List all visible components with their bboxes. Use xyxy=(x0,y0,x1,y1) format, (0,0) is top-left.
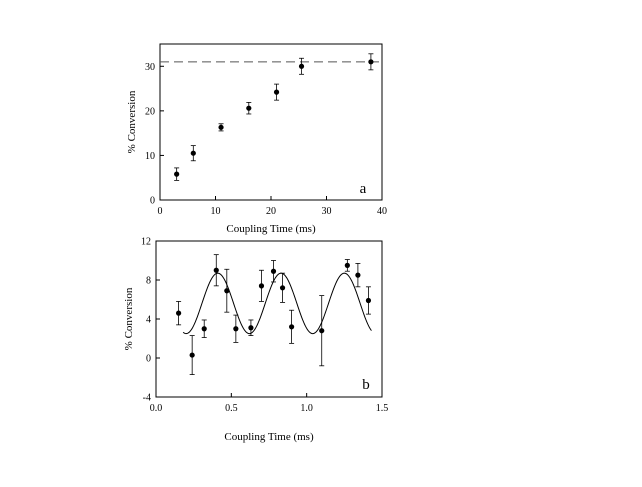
panel-b-ticks: 0.0 0.5 1.0 1.5 -4 0 4 8 12 xyxy=(141,237,388,415)
panel-b: 0.0 0.5 1.0 1.5 -4 0 4 8 12 Coupling Time (ms) %… xyxy=(123,237,388,444)
data-point xyxy=(190,150,196,156)
data-point xyxy=(279,285,286,291)
data-point xyxy=(213,267,219,273)
data-point xyxy=(174,171,180,177)
data-point xyxy=(201,326,207,332)
data-point xyxy=(368,59,374,65)
y-tick-label: 10 xyxy=(145,151,155,162)
y-tick-label: 0 xyxy=(150,196,155,207)
y-tick-label: 0 xyxy=(146,354,151,365)
y-tick-label: 8 xyxy=(146,276,151,287)
panel-a-error-bars xyxy=(174,53,374,181)
x-tick-label: 0.0 xyxy=(150,403,163,414)
data-point xyxy=(176,310,182,316)
panel-b-y-axis-label: % Conversion xyxy=(123,287,135,350)
panel-a-y-axis-label: % Conversion xyxy=(126,90,138,153)
data-point xyxy=(246,105,252,111)
y-tick-label: 30 xyxy=(145,62,155,73)
data-point xyxy=(365,297,372,304)
data-point xyxy=(270,268,277,274)
panel-a-x-axis-label: Coupling Time (ms) xyxy=(226,223,316,235)
x-tick-label: 1.5 xyxy=(376,403,389,414)
panel-a-frame xyxy=(159,43,383,201)
panel-a-ticks: 0 10 20 30 40 0 10 20 30 xyxy=(145,62,387,217)
data-point xyxy=(273,89,280,95)
data-point xyxy=(248,325,254,331)
panel-a: 0 10 20 30 40 0 10 20 30 Coupling Time (ms) % Co… xyxy=(126,43,387,235)
x-tick-label: 40 xyxy=(377,206,387,217)
data-point xyxy=(289,324,295,330)
panel-a-label: a xyxy=(360,181,367,197)
x-tick-label: 30 xyxy=(322,206,332,217)
x-tick-label: 0 xyxy=(158,206,163,217)
panel-b-x-axis-label: Coupling Time (ms) xyxy=(224,431,314,443)
panel-b-fit-curve xyxy=(182,272,372,335)
data-point xyxy=(355,272,361,278)
x-tick-label: 0.5 xyxy=(225,403,238,414)
panel-a-points xyxy=(174,59,374,177)
data-point xyxy=(218,124,224,130)
x-tick-label: 1.0 xyxy=(300,403,313,414)
panel-b-label: b xyxy=(362,377,370,393)
y-tick-label: 12 xyxy=(141,237,151,248)
data-point xyxy=(233,326,239,332)
y-tick-label: 4 xyxy=(146,315,151,326)
data-point xyxy=(344,262,350,268)
y-tick-label: 20 xyxy=(145,106,155,117)
data-point xyxy=(298,63,305,69)
y-tick-label: -4 xyxy=(143,393,151,404)
data-point xyxy=(319,328,325,334)
panel-b-points xyxy=(176,262,372,358)
data-point xyxy=(224,288,230,294)
x-tick-label: 20 xyxy=(266,206,276,217)
x-tick-label: 10 xyxy=(211,206,221,217)
data-point xyxy=(189,352,195,358)
data-point xyxy=(258,283,265,289)
